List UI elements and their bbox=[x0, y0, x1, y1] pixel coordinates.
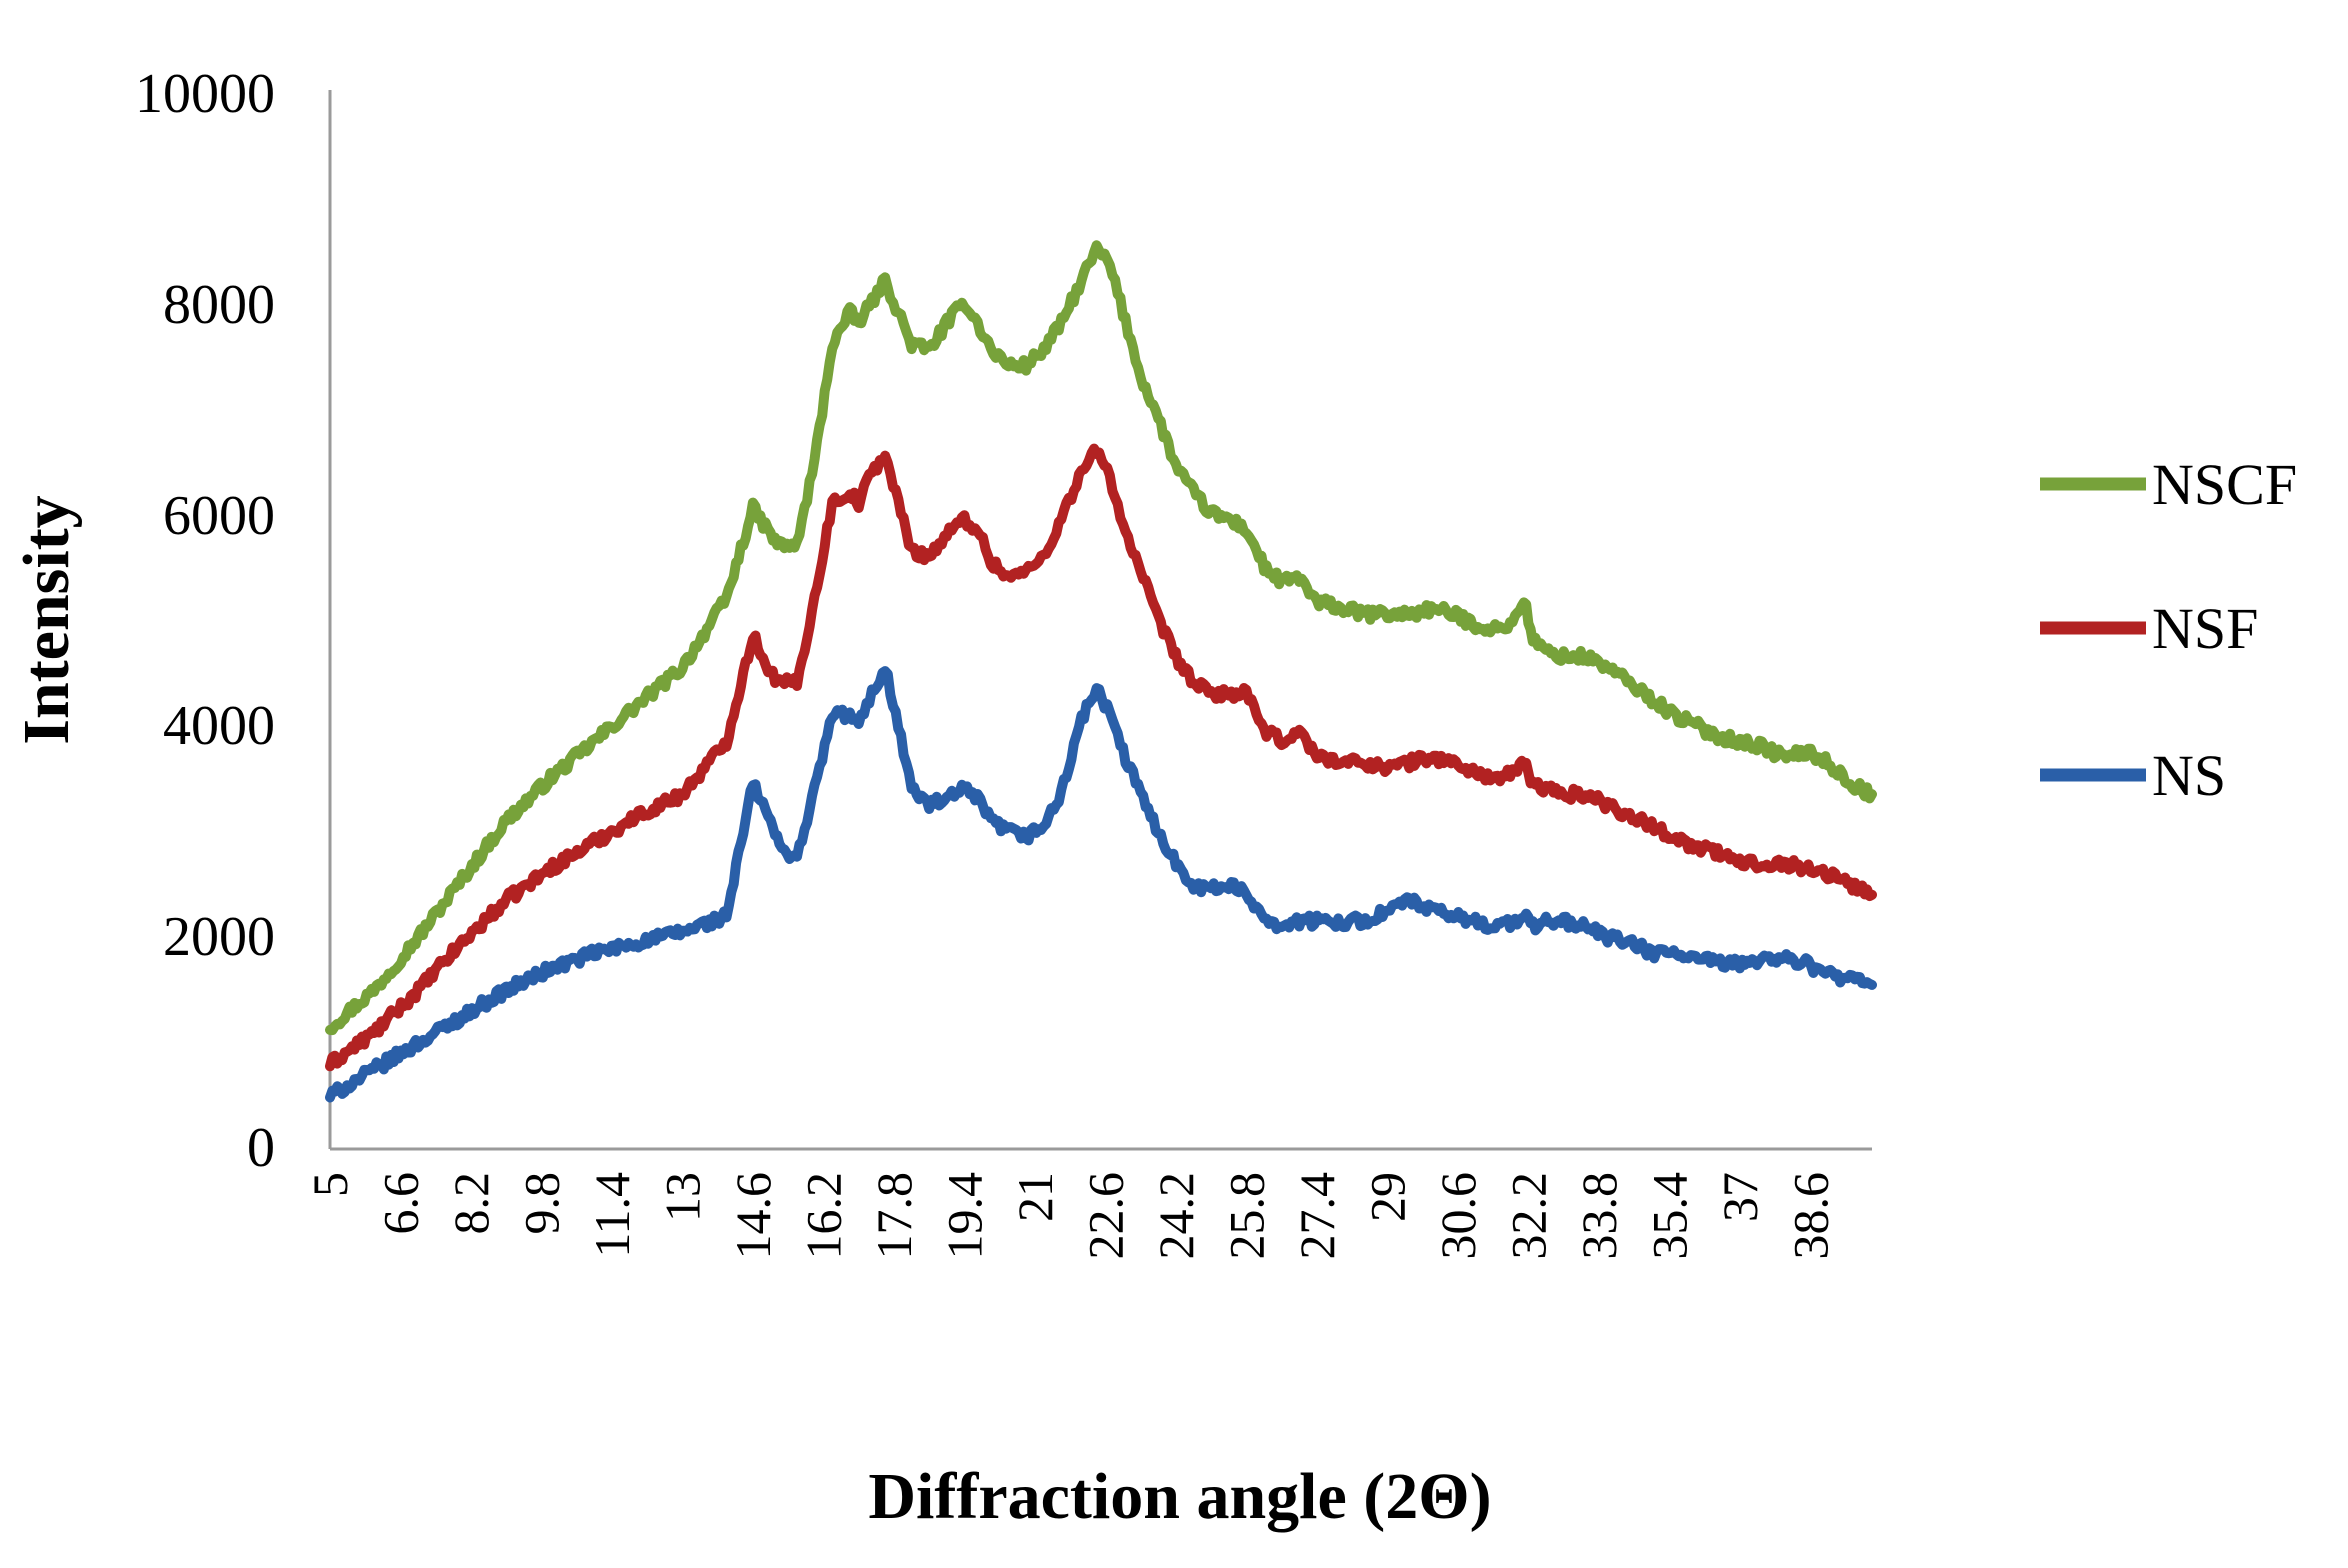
x-tick-label: 14.6 bbox=[725, 1172, 781, 1260]
legend: NSCF NSF NS bbox=[2040, 452, 2297, 808]
x-tick-label: 22.6 bbox=[1077, 1172, 1133, 1260]
legend-entry-nsf: NSF bbox=[2040, 596, 2258, 661]
y-tick-label: 6000 bbox=[163, 485, 275, 547]
x-tick-label: 33.8 bbox=[1571, 1172, 1627, 1260]
series-line-nscf bbox=[325, 240, 1877, 1036]
y-tick-label: 8000 bbox=[163, 274, 275, 336]
x-tick-label: 38.6 bbox=[1782, 1172, 1838, 1260]
y-tick-label: 2000 bbox=[163, 906, 275, 968]
plot-area bbox=[325, 240, 1877, 1103]
y-axis-title: Intensity bbox=[10, 495, 83, 744]
x-tick-label: 29 bbox=[1359, 1172, 1415, 1222]
x-tick-label: 24.2 bbox=[1148, 1172, 1204, 1260]
x-tick-label: 6.6 bbox=[373, 1172, 429, 1235]
x-tick-label: 13 bbox=[655, 1172, 711, 1222]
legend-label-nsf: NSF bbox=[2152, 596, 2258, 661]
y-tick-label: 4000 bbox=[163, 695, 275, 757]
x-tick-label: 32.2 bbox=[1500, 1172, 1556, 1260]
legend-label-nscf: NSCF bbox=[2152, 452, 2297, 517]
legend-entry-ns: NS bbox=[2040, 743, 2226, 808]
x-tick-label: 16.2 bbox=[795, 1172, 851, 1260]
y-axis: 0 2000 4000 6000 8000 10000 bbox=[135, 63, 332, 1179]
x-tick-label: 5 bbox=[302, 1172, 358, 1197]
x-tick-label: 19.4 bbox=[936, 1172, 992, 1260]
x-tick-label: 30.6 bbox=[1430, 1172, 1486, 1260]
y-tick-label: 10000 bbox=[135, 63, 275, 125]
x-axis-title: Diffraction angle (2Θ) bbox=[868, 1460, 1491, 1533]
legend-label-ns: NS bbox=[2152, 743, 2226, 808]
x-tick-label: 17.8 bbox=[866, 1172, 922, 1260]
x-tick-label: 25.8 bbox=[1218, 1172, 1274, 1260]
series-line-ns bbox=[325, 666, 1877, 1103]
x-tick-label: 9.8 bbox=[514, 1172, 570, 1235]
x-tick-label: 8.2 bbox=[443, 1172, 499, 1235]
x-tick-label: 11.4 bbox=[584, 1172, 640, 1258]
series-line-nsf bbox=[325, 443, 1877, 1072]
x-tick-label: 21 bbox=[1007, 1172, 1063, 1222]
legend-entry-nscf: NSCF bbox=[2040, 452, 2297, 517]
y-tick-label: 0 bbox=[247, 1117, 275, 1179]
x-tick-labels: 5 6.6 8.2 9.8 11.4 13 14.6 16.2 17.8 19.4 21 22.6 24… bbox=[302, 1172, 1838, 1260]
x-tick-label: 35.4 bbox=[1641, 1172, 1697, 1260]
x-tick-label: 27.4 bbox=[1289, 1172, 1345, 1260]
x-tick-label: 37 bbox=[1712, 1172, 1768, 1222]
